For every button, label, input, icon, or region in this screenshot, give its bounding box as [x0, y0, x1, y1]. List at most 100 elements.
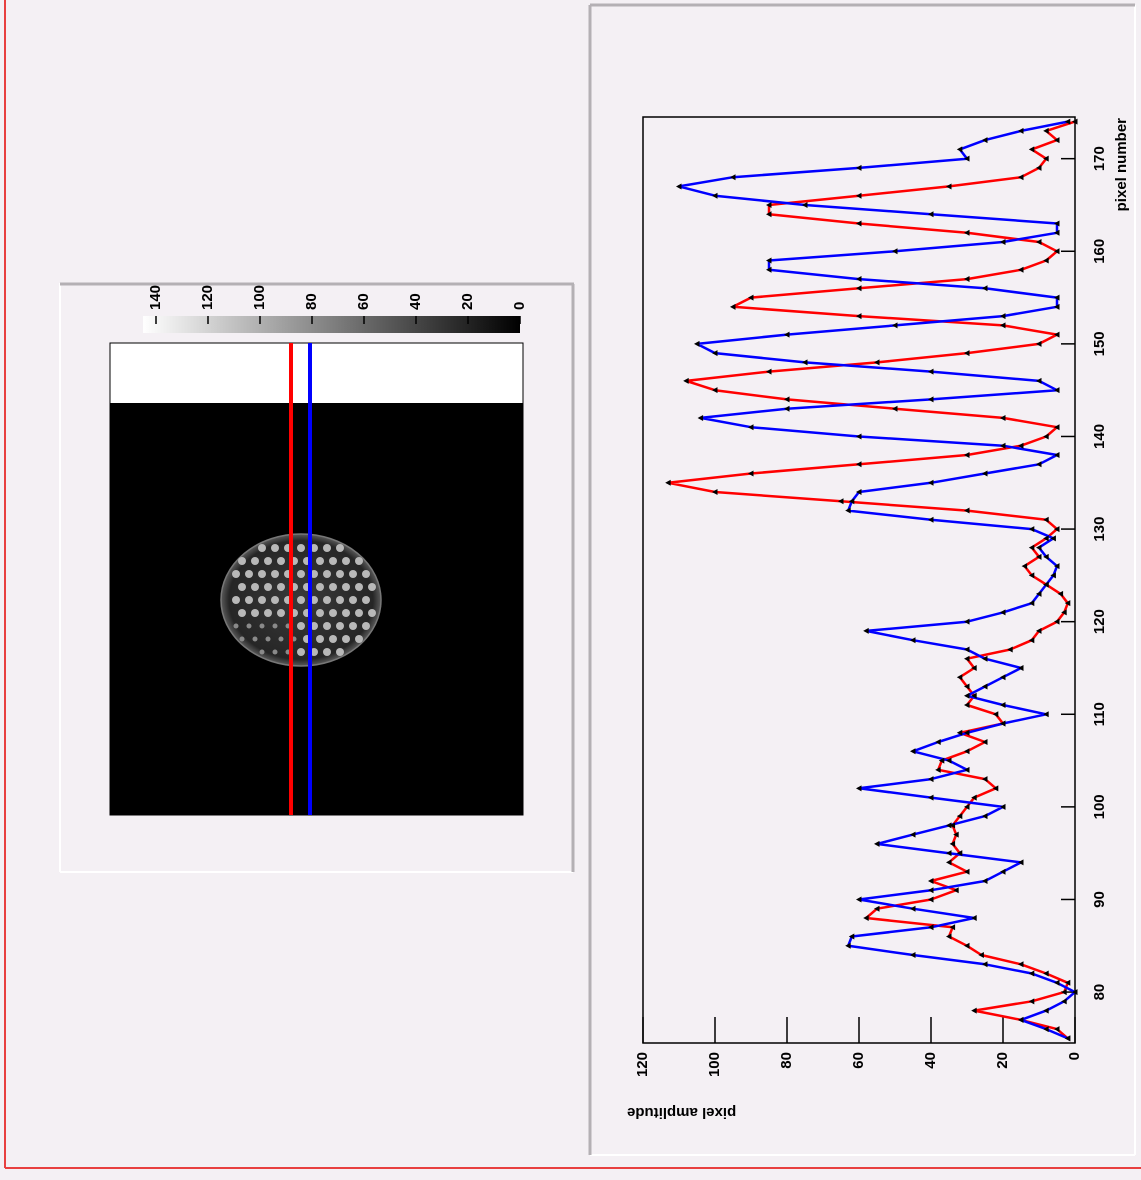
image-spot [362, 622, 370, 630]
image-spot [232, 570, 240, 578]
canvas: 020406080100120140 809010011012013014015… [0, 0, 1141, 1180]
image-spot [238, 609, 246, 617]
image-spot [355, 557, 363, 565]
image-spot [316, 635, 324, 643]
image-spot [336, 648, 344, 656]
image-spot [323, 622, 331, 630]
image-spot [342, 609, 350, 617]
x-tick-label: 80 [1091, 984, 1108, 1001]
x-tick-label: 130 [1091, 517, 1108, 542]
x-tick-label: 160 [1091, 239, 1108, 264]
image-spot [368, 583, 376, 591]
image-spot [271, 544, 279, 552]
y-tick-label: 60 [850, 1052, 867, 1069]
image-spot [323, 648, 331, 656]
image-spot [316, 583, 324, 591]
image-spot [297, 544, 305, 552]
y-tick-label: 40 [922, 1052, 939, 1069]
image-spot [271, 570, 279, 578]
image-spot [264, 609, 272, 617]
image-spot [251, 557, 259, 565]
image-spot [297, 570, 305, 578]
image-spot [273, 624, 278, 629]
image-spot [279, 637, 284, 642]
image-spot [355, 609, 363, 617]
image-spot [258, 596, 266, 604]
image-spot [264, 557, 272, 565]
y-tick-label: 0 [1066, 1052, 1083, 1060]
image-spot [271, 596, 279, 604]
color-tick-label: 40 [407, 293, 424, 310]
image-spot [245, 596, 253, 604]
image-spot [297, 596, 305, 604]
image-spot [362, 570, 370, 578]
y-tick-label: 120 [634, 1052, 651, 1077]
x-tick-label: 110 [1091, 702, 1108, 726]
image-spot [316, 609, 324, 617]
image-spot [240, 637, 245, 642]
image-spot [329, 609, 337, 617]
color-bar [143, 316, 520, 333]
color-tick-label: 120 [199, 285, 216, 310]
image-spot [329, 583, 337, 591]
image-spot [266, 637, 271, 642]
image-spot [316, 557, 324, 565]
image-spot [355, 635, 363, 643]
x-tick-label: 100 [1091, 794, 1108, 819]
image-spot [368, 609, 376, 617]
x-tick-label: 90 [1091, 891, 1108, 908]
color-tick-label: 100 [251, 285, 268, 310]
color-tick-label: 0 [511, 302, 528, 310]
image-spot [264, 583, 272, 591]
image-spot [329, 557, 337, 565]
image-pad: 0 20 40 60 80 100 120 140 [60, 283, 574, 872]
image-spot [238, 583, 246, 591]
image-spot [349, 570, 357, 578]
y-axis-title: pixel amplitude [627, 1104, 736, 1121]
color-tick-label: 80 [303, 293, 320, 310]
image-spot [247, 624, 252, 629]
image-spot [232, 596, 240, 604]
image-spot [260, 624, 265, 629]
color-tick-label: 140 [147, 285, 164, 310]
image-spot [362, 596, 370, 604]
image-spot [349, 622, 357, 630]
x-tick-label: 140 [1091, 424, 1108, 449]
image-spot [238, 557, 246, 565]
image-spot [336, 544, 344, 552]
image-spot [336, 570, 344, 578]
image-spot [258, 544, 266, 552]
color-tick-label: 20 [459, 293, 476, 310]
image-spot [277, 557, 285, 565]
image-spot [251, 609, 259, 617]
color-tick-label: 60 [355, 293, 372, 310]
image-spot [260, 650, 265, 655]
image-spot [234, 624, 239, 629]
image-spot [277, 583, 285, 591]
y-tick-label: 20 [994, 1052, 1011, 1069]
image-spot [245, 570, 253, 578]
image-spot [336, 596, 344, 604]
x-tick-label: 120 [1091, 609, 1108, 634]
image-spot [273, 650, 278, 655]
image-spot [342, 635, 350, 643]
image-spot [277, 609, 285, 617]
image-spot [251, 583, 259, 591]
image-spot [349, 596, 357, 604]
y-tick-label: 100 [706, 1052, 723, 1077]
image-spot [342, 557, 350, 565]
x-axis-title: pixel number [1113, 118, 1130, 212]
x-tick-label: 170 [1091, 146, 1108, 171]
image-spot [329, 635, 337, 643]
image-spot [355, 583, 363, 591]
image-spot [323, 596, 331, 604]
image-spot [336, 622, 344, 630]
image-spot [323, 570, 331, 578]
y-tick-label: 80 [778, 1052, 795, 1069]
image-spot [297, 648, 305, 656]
image-spot [323, 544, 331, 552]
image-spot [258, 570, 266, 578]
image-spot [253, 637, 258, 642]
image-spot [342, 583, 350, 591]
image-spot [297, 622, 305, 630]
